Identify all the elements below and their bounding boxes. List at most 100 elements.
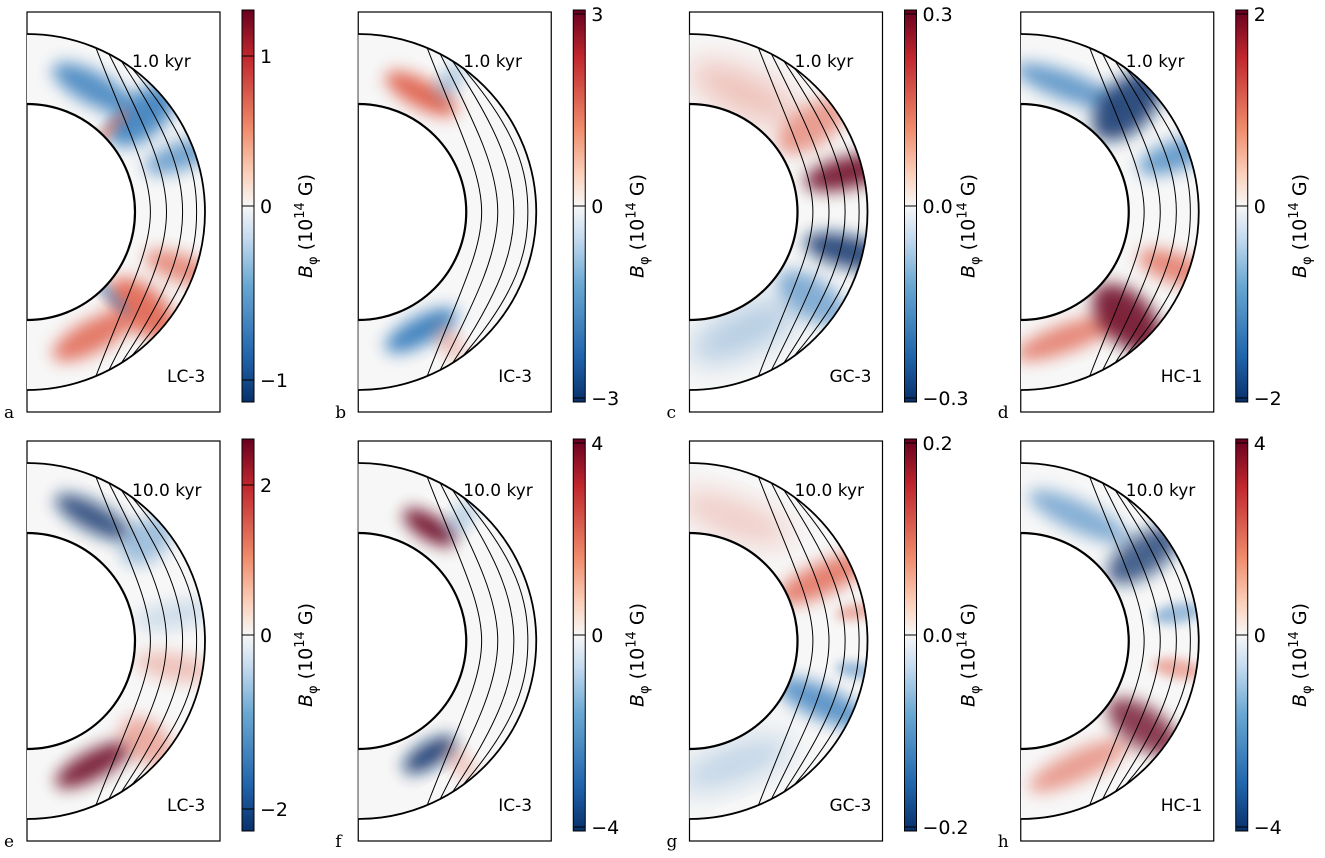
field-blob (1028, 489, 1129, 544)
outer-boundary (358, 462, 538, 820)
colorbar-label: Bφ (1014 G) (624, 603, 652, 707)
outer-boundary (26, 33, 206, 391)
field-line (793, 67, 860, 357)
panel-letter: b (335, 403, 346, 423)
panel-letter: f (335, 832, 343, 852)
field-line (757, 47, 814, 377)
model-label: IC-3 (498, 796, 532, 816)
colorbar-tick-label: −3 (591, 388, 619, 410)
outer-boundary (1020, 33, 1200, 391)
field-line (439, 53, 499, 371)
colorbar-tick-label: 4 (591, 433, 603, 455)
colorbar-label: Bφ (1014 G) (956, 174, 984, 278)
field-blob (435, 64, 464, 99)
field-line (1125, 67, 1191, 357)
inner-boundary (358, 531, 468, 751)
field-line (120, 60, 184, 364)
colorbar-tick-label: 2 (1254, 4, 1266, 26)
colorbar-tick-label: 0.2 (923, 433, 953, 455)
panel-b: 1.0 kyr IC-3 b 3 0 −3 Bφ (1014 G) (335, 4, 652, 423)
field-blob (776, 677, 868, 729)
inner-boundary (1020, 102, 1130, 322)
panel-c: 1.0 kyr GC-3 c 0.3 0.0 −0.3 Bφ (1014 G) (667, 4, 984, 423)
field-line (95, 476, 151, 806)
field-blob (108, 84, 176, 147)
colorbar-label: Bφ (1014 G) (293, 603, 321, 707)
field-blob (52, 62, 134, 114)
field-blob (385, 71, 458, 117)
panel-letter: g (667, 832, 678, 852)
panel-g: 10.0 kyr GC-3 g 0.2 0.0 −0.2 Bφ (1014 G) (667, 433, 984, 852)
time-label: 10.0 kyr (132, 481, 202, 501)
field-blob (689, 61, 800, 126)
field-line (1114, 489, 1177, 793)
time-label: 10.0 kyr (463, 481, 533, 501)
panel-a: 1.0 kyr LC-3 a 1 0 −1 Bφ (1014 G) (4, 9, 321, 423)
model-label: HC-1 (1161, 367, 1203, 387)
colorbar-tick-label: 0 (591, 625, 603, 647)
time-label: 10.0 kyr (1126, 481, 1196, 501)
colorbar-tick-label: 0 (1254, 196, 1266, 218)
field-blob (689, 491, 791, 545)
model-label: LC-3 (167, 796, 205, 816)
model-label: GC-3 (830, 367, 872, 387)
field-blob (52, 310, 134, 362)
field-blob (444, 744, 477, 782)
panel-e: 10.0 kyr LC-3 e 2 0 −2 Bφ (1014 G) (4, 438, 321, 852)
field-line (783, 60, 846, 364)
colorbar-tick-label: −0.2 (923, 817, 969, 839)
time-label: 1.0 kyr (795, 52, 854, 72)
panel-letter: d (998, 403, 1009, 423)
field-line (426, 47, 483, 377)
inner-boundary (26, 531, 137, 751)
field-blob (403, 735, 456, 774)
field-line (426, 476, 483, 806)
field-line (462, 67, 529, 357)
field-line (131, 67, 198, 357)
colorbar-tick-label: −1 (260, 370, 288, 392)
inner-boundary (689, 531, 799, 751)
colorbar-tick-label: 3 (591, 4, 603, 26)
panel-d: 1.0 kyr HC-1 d 2 0 −2 Bφ (1014 G) (998, 4, 1315, 423)
colorbar-label: Bφ (1014 G) (624, 174, 652, 278)
colorbar-tick-label: 4 (1254, 433, 1266, 455)
field-line (757, 476, 814, 806)
field-line (770, 482, 830, 800)
field-blob (1092, 71, 1162, 141)
inner-boundary (358, 102, 468, 322)
colorbar-label: Bφ (1014 G) (1287, 603, 1315, 707)
field-blob (120, 716, 173, 766)
panel-letter: a (4, 403, 14, 423)
colorbar-tick-label: 0 (1254, 625, 1266, 647)
field-line (1114, 60, 1177, 364)
colorbar-label: Bφ (1014 G) (1287, 174, 1315, 278)
field-line (108, 482, 168, 800)
model-label: GC-3 (830, 796, 872, 816)
field-line (1125, 496, 1191, 786)
field-blob (1107, 697, 1180, 757)
inner-boundary (1020, 531, 1130, 751)
field-line (108, 53, 168, 371)
field-blob (55, 741, 131, 789)
time-label: 1.0 kyr (1126, 52, 1185, 72)
field-blob (120, 516, 173, 566)
field-blob (135, 651, 205, 683)
field-line (462, 496, 529, 786)
field-blob (1028, 738, 1129, 793)
field-blob (1092, 283, 1162, 353)
field-line (1102, 53, 1161, 371)
field-blob (1107, 525, 1180, 585)
colorbar-tick-label: 0 (260, 196, 272, 218)
field-line (770, 53, 830, 371)
field-line (793, 496, 860, 786)
field-blob (1152, 657, 1199, 680)
model-label: HC-1 (1161, 796, 1203, 816)
field-blob (385, 307, 458, 353)
time-label: 1.0 kyr (463, 52, 522, 72)
field-blob (435, 325, 464, 360)
colorbar-tick-label: −4 (591, 817, 619, 839)
field-line (1102, 482, 1161, 800)
field-blob (108, 277, 176, 340)
field-line (783, 489, 846, 793)
